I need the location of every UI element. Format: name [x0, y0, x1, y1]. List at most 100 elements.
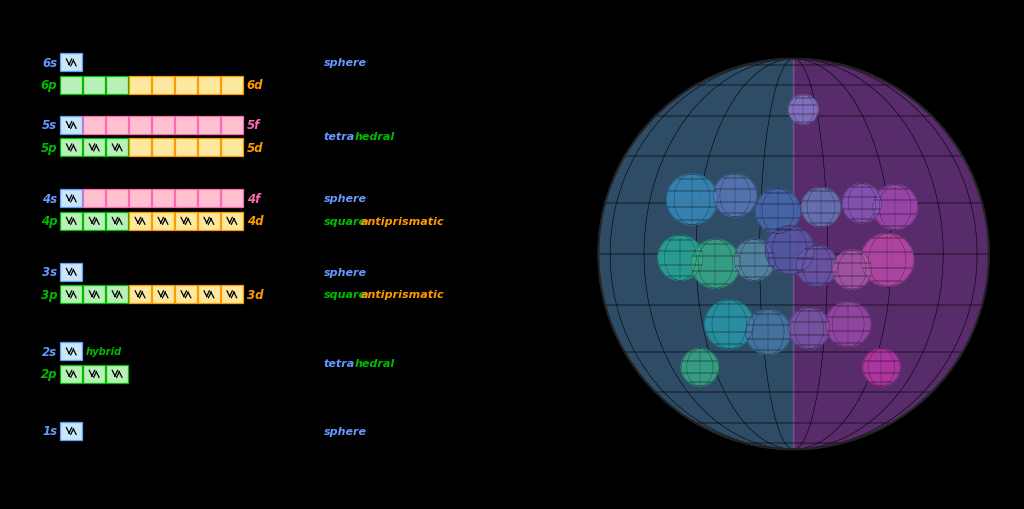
Circle shape [833, 250, 871, 290]
Bar [60, 343, 82, 361]
Text: 6s: 6s [42, 57, 57, 70]
Bar [106, 77, 128, 95]
Text: 6d: 6d [247, 79, 263, 92]
Text: 2s: 2s [42, 345, 57, 358]
Bar [83, 365, 105, 383]
Bar [221, 77, 243, 95]
Circle shape [843, 184, 882, 223]
Bar [221, 190, 243, 208]
Bar [60, 422, 82, 440]
Bar [83, 117, 105, 135]
Text: sphere: sphere [324, 194, 367, 204]
Text: tetra: tetra [324, 132, 355, 142]
Bar [83, 212, 105, 231]
Circle shape [667, 175, 718, 225]
Bar [152, 139, 174, 157]
Bar [198, 286, 220, 304]
Bar [60, 139, 82, 157]
Text: 6p: 6p [41, 79, 57, 92]
Text: sphere: sphere [324, 59, 367, 68]
Bar [175, 139, 197, 157]
Bar [60, 263, 82, 281]
Bar [106, 286, 128, 304]
Bar [106, 190, 128, 208]
Bar [106, 212, 128, 231]
Bar [152, 286, 174, 304]
Text: 3d: 3d [247, 288, 263, 301]
Bar [152, 117, 174, 135]
Bar [175, 190, 197, 208]
Circle shape [825, 302, 870, 347]
Circle shape [714, 175, 757, 217]
Circle shape [765, 226, 814, 275]
Bar [198, 190, 220, 208]
Wedge shape [598, 60, 794, 449]
Text: 3p: 3p [41, 288, 57, 301]
Bar [198, 212, 220, 231]
Circle shape [705, 300, 754, 349]
Text: square: square [324, 290, 367, 300]
Text: hedral: hedral [355, 132, 395, 142]
Bar [83, 77, 105, 95]
Bar [175, 117, 197, 135]
Wedge shape [794, 60, 989, 449]
Text: antiprismatic: antiprismatic [361, 216, 444, 227]
Bar [129, 286, 152, 304]
Text: sphere: sphere [324, 426, 367, 436]
Circle shape [734, 240, 775, 281]
Circle shape [691, 240, 740, 289]
Circle shape [872, 185, 918, 230]
Bar [60, 77, 82, 95]
Bar [221, 117, 243, 135]
Bar [83, 190, 105, 208]
Text: 4d: 4d [247, 215, 263, 228]
Text: 1s: 1s [42, 425, 57, 438]
Bar [198, 117, 220, 135]
Circle shape [598, 60, 989, 449]
Bar [106, 117, 128, 135]
Text: sphere: sphere [324, 267, 367, 277]
Bar [60, 212, 82, 231]
Bar [175, 77, 197, 95]
Bar [129, 77, 152, 95]
Circle shape [756, 189, 801, 234]
Bar [129, 190, 152, 208]
Bar [106, 365, 128, 383]
Bar [129, 139, 152, 157]
Circle shape [681, 349, 719, 386]
Bar [60, 117, 82, 135]
Text: 2p: 2p [41, 367, 57, 381]
Bar [221, 286, 243, 304]
Text: antiprismatic: antiprismatic [361, 290, 444, 300]
Bar [60, 365, 82, 383]
Bar [60, 286, 82, 304]
Text: 5d: 5d [247, 142, 263, 155]
Text: 4f: 4f [247, 192, 260, 206]
Circle shape [788, 96, 818, 125]
Text: tetra: tetra [324, 358, 355, 368]
Bar [175, 212, 197, 231]
Text: 4s: 4s [42, 192, 57, 206]
Bar [60, 54, 82, 72]
Text: 4p: 4p [41, 215, 57, 228]
Bar [152, 190, 174, 208]
Circle shape [802, 188, 841, 227]
Circle shape [788, 308, 829, 349]
Bar [152, 212, 174, 231]
Bar [152, 77, 174, 95]
Circle shape [745, 310, 791, 355]
Bar [175, 286, 197, 304]
Bar [198, 77, 220, 95]
Bar [83, 139, 105, 157]
Text: 5f: 5f [247, 119, 260, 132]
Bar [60, 190, 82, 208]
Bar [106, 139, 128, 157]
Bar [83, 286, 105, 304]
Bar [198, 139, 220, 157]
Circle shape [657, 236, 702, 281]
Bar [221, 139, 243, 157]
Bar [221, 212, 243, 231]
Text: 5s: 5s [42, 119, 57, 132]
Text: square: square [324, 216, 367, 227]
Text: 3s: 3s [42, 266, 57, 279]
